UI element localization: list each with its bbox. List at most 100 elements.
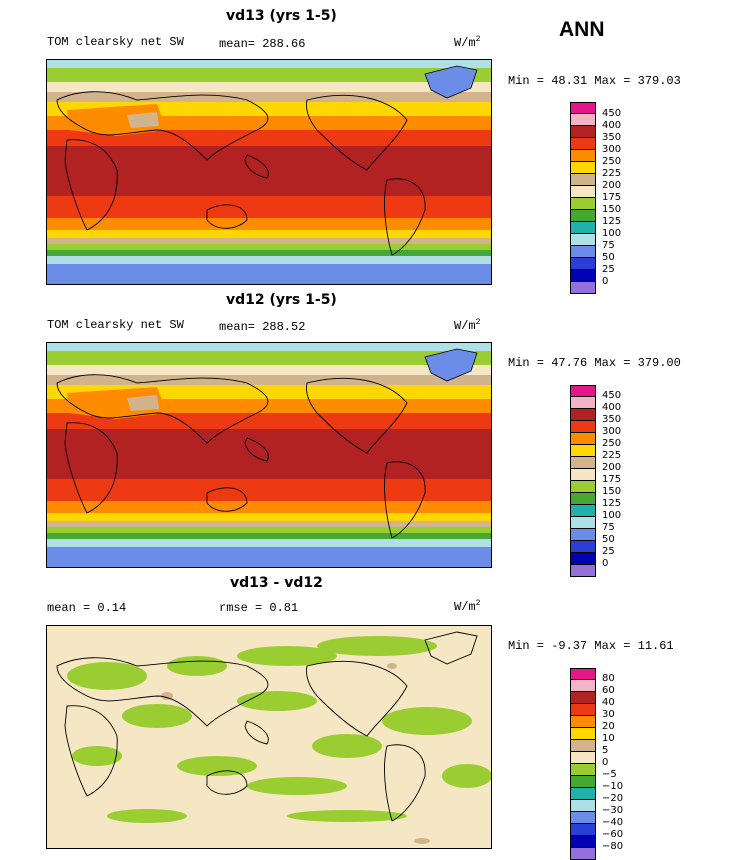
p1-coastlines <box>56 91 426 256</box>
colorbar-swatch <box>571 704 595 716</box>
colorbar-tick-label: 200 <box>602 462 622 473</box>
p2-band-s-high <box>47 533 491 539</box>
colorbar-tick-label: 25 <box>602 264 615 275</box>
panel1-minmax: Min = 48.31 Max = 379.03 <box>508 74 681 88</box>
p2-coastlines <box>56 374 426 539</box>
colorbar-tick-label: 75 <box>602 522 615 533</box>
p1-band-n-mid1 <box>47 82 491 92</box>
colorbar-swatch <box>571 824 595 836</box>
colorbar-tick-label: 250 <box>602 438 622 449</box>
panel2-units: W/m2 <box>454 318 481 333</box>
colorbar-swatch <box>571 848 595 860</box>
colorbar-tick-label: 10 <box>602 733 615 744</box>
season-label: ANN <box>559 18 605 41</box>
p1-tibet <box>127 112 159 128</box>
colorbar-tick-label: 450 <box>602 390 622 401</box>
panel1-variable-label: TOM clearsky net SW <box>47 35 184 49</box>
panel3-map <box>46 625 492 849</box>
colorbar-swatch <box>571 764 595 776</box>
p1-sahara <box>67 104 167 136</box>
colorbar-tick-label: 225 <box>602 450 622 461</box>
colorbar-swatch <box>571 270 595 282</box>
colorbar-tick-label: 50 <box>602 252 615 263</box>
p1-band-s-subpolar <box>47 256 491 264</box>
p2-band-s-trop <box>47 479 491 501</box>
panel1-title: vd13 (yrs 1-5) <box>226 8 337 24</box>
colorbar-swatch <box>571 397 595 409</box>
colorbar-tick-label: −20 <box>602 793 624 804</box>
panel1-colorbar <box>570 102 596 294</box>
colorbar-swatch <box>571 752 595 764</box>
panel3-title: vd13 - vd12 <box>230 575 323 591</box>
colorbar-swatch <box>571 282 595 294</box>
panel2-title: vd12 (yrs 1-5) <box>226 292 337 308</box>
p2-tibet <box>127 395 159 411</box>
colorbar-tick-label: 300 <box>602 144 622 155</box>
p2-band-n-mid2 <box>47 375 491 385</box>
p2-band-n-trop <box>47 413 491 429</box>
colorbar-tick-label: 75 <box>602 240 615 251</box>
colorbar-tick-label: 350 <box>602 414 622 425</box>
colorbar-swatch <box>571 222 595 234</box>
colorbar-tick-label: 50 <box>602 534 615 545</box>
colorbar-tick-label: 450 <box>602 108 622 119</box>
colorbar-tick-label: 150 <box>602 486 622 497</box>
p1-greenland <box>424 65 478 99</box>
colorbar-tick-label: 25 <box>602 546 615 557</box>
colorbar-tick-label: 400 <box>602 120 622 131</box>
p3-coastlines <box>56 631 478 822</box>
colorbar-swatch <box>571 529 595 541</box>
colorbar-tick-label: 175 <box>602 474 622 485</box>
colorbar-swatch <box>571 150 595 162</box>
panel3-minmax: Min = -9.37 Max = 11.61 <box>508 639 674 653</box>
panel3-mean: mean = 0.14 <box>47 601 127 615</box>
p1-band-s-high <box>47 250 491 256</box>
colorbar-tick-label: 175 <box>602 192 622 203</box>
colorbar-tick-label: 150 <box>602 204 622 215</box>
colorbar-swatch <box>571 186 595 198</box>
colorbar-tick-label: 225 <box>602 168 622 179</box>
colorbar-swatch <box>571 210 595 222</box>
colorbar-tick-label: 40 <box>602 697 615 708</box>
panel3-colorbar-labels: 80 60 40 30 20 10 5 0 −5 −10 −20 −30 −40 −60 −80 <box>602 673 623 853</box>
p1-band-n-trop <box>47 130 491 146</box>
colorbar-swatch <box>571 234 595 246</box>
colorbar-swatch <box>571 493 595 505</box>
colorbar-swatch <box>571 505 595 517</box>
colorbar-swatch <box>571 433 595 445</box>
colorbar-swatch <box>571 553 595 565</box>
p1-band-n-mid2 <box>47 92 491 102</box>
p3-negative-patches <box>67 636 491 823</box>
colorbar-swatch <box>571 421 595 433</box>
colorbar-tick-label: 100 <box>602 510 622 521</box>
colorbar-tick-label: 200 <box>602 180 622 191</box>
colorbar-swatch <box>571 162 595 174</box>
colorbar-tick-label: 0 <box>602 558 609 569</box>
p1-band-arctic <box>47 60 491 68</box>
panel3-colorbar <box>570 668 596 860</box>
colorbar-swatch <box>571 385 595 397</box>
colorbar-swatch <box>571 481 595 493</box>
colorbar-tick-label: −60 <box>602 829 624 840</box>
panel2-map <box>46 342 492 568</box>
colorbar-swatch <box>571 812 595 824</box>
colorbar-swatch <box>571 174 595 186</box>
colorbar-swatch <box>571 788 595 800</box>
p1-band-equator <box>47 146 491 196</box>
p2-band-s-mid2 <box>47 521 491 527</box>
panel1-mean: mean= 288.66 <box>219 37 306 51</box>
p2-band-s-subpolar <box>47 539 491 547</box>
colorbar-tick-label: 5 <box>602 745 609 756</box>
panel3-rmse: rmse = 0.81 <box>219 601 299 615</box>
panel1-colorbar-labels: 450 400 350 300 250 225 200 175 150 125 100 75 50 25 0 <box>602 108 621 288</box>
colorbar-tick-label: 60 <box>602 685 615 696</box>
colorbar-swatch <box>571 102 595 114</box>
colorbar-swatch <box>571 716 595 728</box>
colorbar-swatch <box>571 776 595 788</box>
colorbar-swatch <box>571 517 595 529</box>
colorbar-tick-label: 250 <box>602 156 622 167</box>
colorbar-swatch <box>571 565 595 577</box>
colorbar-tick-label: 400 <box>602 402 622 413</box>
p2-greenland <box>424 348 478 382</box>
colorbar-tick-label: 125 <box>602 498 622 509</box>
